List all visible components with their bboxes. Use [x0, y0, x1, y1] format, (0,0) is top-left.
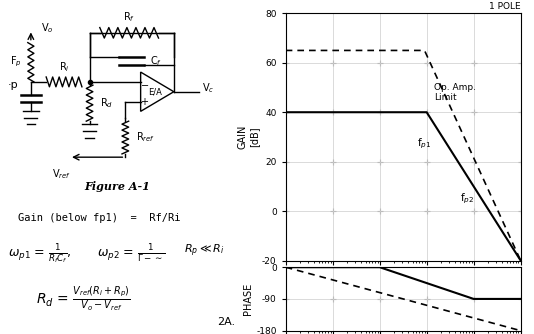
Y-axis label: PHASE: PHASE [244, 283, 254, 315]
Text: $+$: $+$ [140, 96, 149, 107]
Text: ·p: ·p [8, 80, 19, 90]
Text: $-$: $-$ [140, 78, 149, 89]
Text: 2A.: 2A. [217, 317, 235, 327]
Text: E/A: E/A [148, 87, 162, 96]
Text: $R_d$ = $\frac{V_{ref}(R_i + R_p)}{V_o - V_{ref}}$: $R_d$ = $\frac{V_{ref}(R_i + R_p)}{V_o -… [36, 285, 131, 313]
Text: R$_f$: R$_f$ [123, 10, 135, 24]
Text: R$_d$: R$_d$ [100, 96, 113, 110]
Text: $\omega_{p1}$ = $\frac{1}{R_fC_f}$,: $\omega_{p1}$ = $\frac{1}{R_fC_f}$, [8, 242, 72, 266]
Y-axis label: GAIN
[dB]: GAIN [dB] [238, 125, 260, 149]
Text: F$_p$: F$_p$ [10, 55, 21, 69]
Text: V$_o$: V$_o$ [41, 21, 54, 35]
Text: f$_{p2}$: f$_{p2}$ [460, 191, 474, 206]
Text: Figure A-1: Figure A-1 [85, 181, 151, 192]
Text: $R_p$$\ll$$R_i$: $R_p$$\ll$$R_i$ [184, 242, 225, 259]
Text: f$_{p1}$: f$_{p1}$ [417, 137, 431, 151]
Text: V$_c$: V$_c$ [202, 81, 214, 95]
Text: R$_{ref}$: R$_{ref}$ [136, 131, 155, 144]
Text: R$_i$: R$_i$ [59, 60, 69, 74]
Text: $\omega_{p2}$ = $\frac{1}{\Gamma-\sim}$: $\omega_{p2}$ = $\frac{1}{\Gamma-\sim}$ [97, 242, 166, 264]
Text: Op. Amp.
Limit: Op. Amp. Limit [434, 82, 476, 102]
Text: V$_{ref}$: V$_{ref}$ [52, 167, 71, 181]
Text: C$_f$: C$_f$ [150, 54, 162, 67]
Text: ERROR AMPLIFIER WITH
COMPENSATION NETWORK
1 POLE: ERROR AMPLIFIER WITH COMPENSATION NETWOR… [400, 0, 521, 11]
Text: Gain (below fp1)  =  Rf/Ri: Gain (below fp1) = Rf/Ri [18, 213, 180, 223]
